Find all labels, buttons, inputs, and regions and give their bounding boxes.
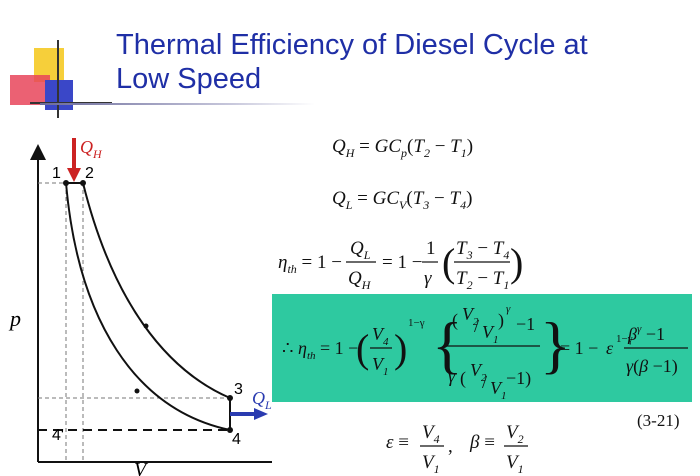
svg-text:V4: V4 bbox=[422, 422, 440, 446]
svg-text:(: ( bbox=[442, 240, 455, 285]
svg-text:ηth = 1 −: ηth = 1 − bbox=[298, 338, 358, 362]
result-highlight bbox=[272, 294, 692, 402]
equation-eta-definition: ηth = 1 − QL QH = 1 − 1 γ ( T3 − T4 T2 −… bbox=[278, 238, 523, 292]
svg-text:V1: V1 bbox=[422, 452, 440, 476]
direction-marker-2 bbox=[134, 388, 140, 394]
svg-text:−1: −1 bbox=[516, 314, 535, 334]
svg-text:QH: QH bbox=[348, 268, 372, 292]
equation-qh: QH = GCp(T2 − T1) bbox=[332, 136, 473, 160]
svg-text:1: 1 bbox=[426, 238, 436, 259]
svg-text:1−γ: 1−γ bbox=[616, 333, 633, 345]
title-line-1: Thermal Efficiency of Diesel Cycle at bbox=[116, 29, 588, 61]
svg-text:): ) bbox=[510, 240, 523, 285]
svg-text:(: ( bbox=[452, 310, 458, 331]
equation-definitions: ε ≡ V4 V1 , β ≡ V2 V1 bbox=[386, 422, 528, 476]
svg-text:T3 − T4: T3 − T4 bbox=[456, 238, 509, 262]
svg-text:γ: γ bbox=[506, 303, 511, 315]
svg-text:β ≡: β ≡ bbox=[469, 432, 495, 453]
y-axis-label: p bbox=[8, 306, 21, 331]
point-3 bbox=[227, 395, 233, 401]
compression-curve bbox=[65, 182, 231, 431]
heat-in-label: QH bbox=[80, 137, 103, 161]
label-point-1: 1 bbox=[52, 165, 61, 182]
label-point-2: 2 bbox=[85, 165, 94, 182]
svg-text:V4: V4 bbox=[372, 324, 389, 348]
svg-text:QL = GCV(T3 − T4): QL = GCV(T3 − T4) bbox=[332, 188, 472, 212]
equation-eta-result: ∴ ηth = 1 − ( V4 V1 ) 1−γ { ( V2 / V1 ) … bbox=[282, 303, 688, 402]
svg-text:,: , bbox=[448, 436, 453, 457]
svg-text:ε: ε bbox=[606, 338, 614, 358]
svg-text:V1: V1 bbox=[372, 354, 389, 378]
svg-text:ηth = 1 −: ηth = 1 − bbox=[278, 252, 342, 276]
svg-text:V2: V2 bbox=[506, 422, 524, 446]
svg-text:−1): −1) bbox=[506, 368, 531, 389]
label-point-4prime: 4' bbox=[52, 427, 64, 444]
equation-number: (3-21) bbox=[637, 411, 680, 430]
svg-text:T2 − T1: T2 − T1 bbox=[456, 268, 509, 292]
red-square bbox=[10, 75, 50, 105]
svg-text:QL: QL bbox=[350, 238, 371, 262]
svg-text:= 1 −: = 1 − bbox=[560, 338, 598, 358]
svg-text:V1: V1 bbox=[506, 452, 524, 476]
equation-ql: QL = GCV(T3 − T4) bbox=[332, 188, 472, 212]
svg-text:}: } bbox=[540, 309, 571, 380]
heat-out-subscript: L bbox=[264, 398, 272, 412]
svg-text:/: / bbox=[482, 372, 487, 392]
svg-text:= 1 −: = 1 − bbox=[382, 252, 422, 273]
svg-text:V1: V1 bbox=[490, 378, 507, 402]
svg-text:{: { bbox=[432, 309, 463, 380]
svg-text:γ: γ bbox=[424, 268, 432, 289]
title-line-2: Low Speed bbox=[116, 63, 262, 95]
svg-text:): ) bbox=[498, 310, 504, 331]
svg-text:/: / bbox=[474, 316, 479, 336]
heat-in-q: Q bbox=[80, 137, 93, 157]
svg-text:∴: ∴ bbox=[282, 338, 293, 358]
svg-text:βγ −1: βγ −1 bbox=[627, 323, 665, 344]
label-point-3: 3 bbox=[234, 381, 243, 398]
heat-out-q: Q bbox=[252, 388, 265, 408]
point-1 bbox=[63, 180, 69, 186]
svg-text:γ(β −1): γ(β −1) bbox=[626, 356, 678, 377]
expansion-curve bbox=[82, 182, 231, 399]
svg-text:γ: γ bbox=[448, 366, 456, 386]
heat-in-subscript: H bbox=[92, 147, 103, 161]
svg-text:): ) bbox=[394, 326, 407, 371]
svg-text:1−γ: 1−γ bbox=[408, 317, 425, 329]
point-2 bbox=[80, 180, 86, 186]
direction-marker-1 bbox=[143, 323, 149, 329]
x-axis-label: V bbox=[134, 459, 149, 476]
heat-out-arrow-head bbox=[254, 408, 268, 420]
point-4 bbox=[227, 427, 233, 433]
svg-text:(: ( bbox=[356, 326, 369, 371]
slide-title: Thermal Efficiency of Diesel Cycle at Lo… bbox=[116, 28, 676, 96]
svg-text:QH = GCp(T2 − T1): QH = GCp(T2 − T1) bbox=[332, 136, 473, 160]
pv-diagram: p V 1 2 3 4 4' QH QL bbox=[8, 137, 272, 476]
heat-in-arrow-head bbox=[67, 168, 81, 182]
svg-text:ε ≡: ε ≡ bbox=[386, 432, 409, 453]
svg-text:(: ( bbox=[460, 368, 466, 389]
label-point-4: 4 bbox=[232, 431, 241, 448]
svg-text:V1: V1 bbox=[482, 322, 499, 346]
title-underline bbox=[40, 103, 315, 105]
heat-out-label: QL bbox=[252, 388, 272, 412]
